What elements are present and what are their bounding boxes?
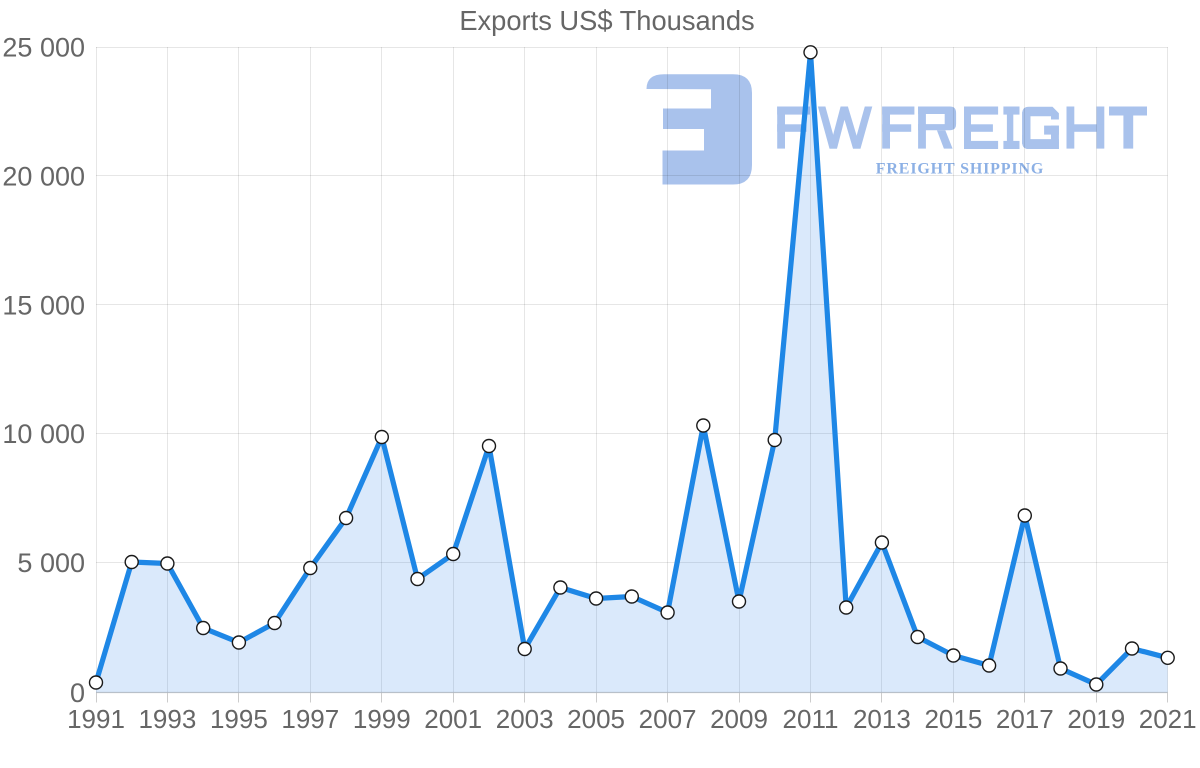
svg-text:2013: 2013 — [853, 704, 911, 734]
svg-text:10 000: 10 000 — [2, 419, 85, 449]
svg-text:2017: 2017 — [996, 704, 1054, 734]
svg-text:Exports US$ Thousands: Exports US$ Thousands — [459, 5, 754, 36]
svg-text:1995: 1995 — [210, 704, 268, 734]
svg-text:25 000: 25 000 — [2, 33, 85, 63]
svg-text:2015: 2015 — [924, 704, 982, 734]
svg-text:1999: 1999 — [353, 704, 411, 734]
svg-text:1993: 1993 — [138, 704, 196, 734]
svg-text:2009: 2009 — [710, 704, 768, 734]
svg-text:FREIGHT SHIPPING: FREIGHT SHIPPING — [876, 161, 1044, 178]
svg-text:2005: 2005 — [567, 704, 625, 734]
svg-text:2001: 2001 — [424, 704, 482, 734]
svg-text:1991: 1991 — [67, 704, 125, 734]
svg-text:2021: 2021 — [1139, 704, 1197, 734]
svg-text:2007: 2007 — [639, 704, 697, 734]
svg-text:1997: 1997 — [281, 704, 339, 734]
svg-text:2019: 2019 — [1067, 704, 1125, 734]
svg-text:15 000: 15 000 — [2, 290, 85, 320]
svg-text:2003: 2003 — [496, 704, 554, 734]
svg-text:0: 0 — [70, 678, 85, 708]
svg-text:2011: 2011 — [783, 704, 839, 734]
svg-text:5 000: 5 000 — [17, 548, 85, 578]
svg-text:20 000: 20 000 — [2, 161, 85, 191]
